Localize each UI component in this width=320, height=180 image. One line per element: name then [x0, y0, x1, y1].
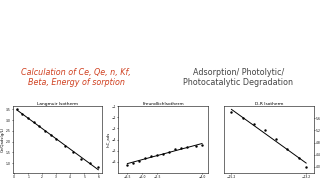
Text: Calculation of Ce, Qe, n, Kf,
Beta, Energy of sorption: Calculation of Ce, Qe, n, Kf, Beta, Ener… — [21, 68, 131, 87]
Text: Adsorption/ Photolytic/
Photocatalytic Degradation: Adsorption/ Photolytic/ Photocatalytic D… — [183, 68, 293, 87]
Title: FreundlichIsotherm: FreundlichIsotherm — [142, 102, 184, 106]
Y-axis label: Ce/Qads(g/L): Ce/Qads(g/L) — [0, 127, 4, 152]
Title: Langmuir Isotherm: Langmuir Isotherm — [37, 102, 78, 106]
Title: D-R Isotherm: D-R Isotherm — [255, 102, 283, 106]
Text: Langmuir, Freundlich, DR Isotherm Models: Langmuir, Freundlich, DR Isotherm Models — [42, 19, 278, 29]
Y-axis label: lnC_ads: lnC_ads — [107, 132, 110, 147]
